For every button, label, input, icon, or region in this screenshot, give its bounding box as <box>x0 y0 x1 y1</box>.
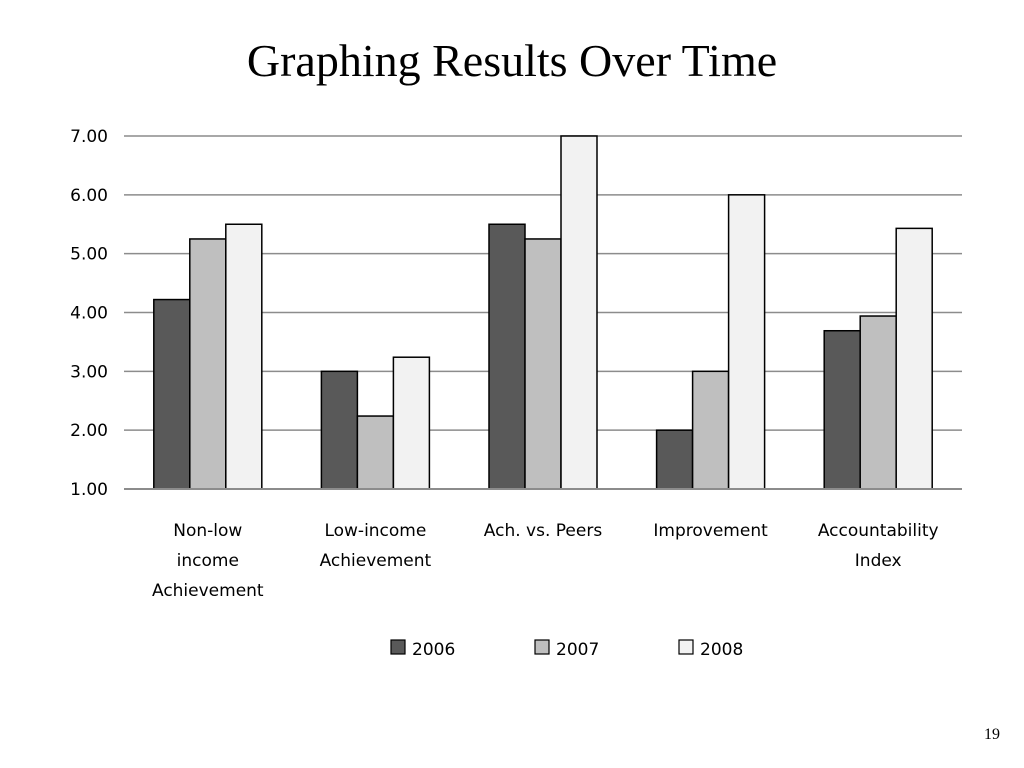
bar-2008 <box>895 227 933 490</box>
bar-2008 <box>560 135 598 490</box>
y-tick-label: 2.00 <box>70 421 108 441</box>
y-tick-label: 4.00 <box>70 304 108 324</box>
category-label: Ach. vs. Peers <box>484 521 603 541</box>
legend-label: 2007 <box>556 640 599 660</box>
category-label: Achievement <box>152 581 264 601</box>
bar-2007 <box>859 315 897 490</box>
bar-2006 <box>488 223 526 490</box>
legend-swatch <box>678 639 694 655</box>
bar-2006 <box>823 329 861 490</box>
y-tick-label: 7.00 <box>70 127 108 147</box>
bar-2006 <box>655 429 694 490</box>
legend: 2006 2007 2008 <box>390 639 743 660</box>
category-label: income <box>177 551 239 571</box>
y-tick-label: 1.00 <box>70 480 108 500</box>
y-axis-ticks: 1.00 2.00 3.00 4.00 5.00 6.00 7.00 <box>70 127 108 500</box>
legend-item-2008: 2008 <box>678 639 743 660</box>
category-label: Improvement <box>653 521 768 541</box>
category-label: Index <box>855 551 902 571</box>
legend-swatch <box>534 639 550 655</box>
legend-item-2006: 2006 <box>390 639 455 660</box>
legend-label: 2008 <box>700 640 743 660</box>
bar-2007 <box>691 370 730 490</box>
category-labels: Non-low income Achievement Low-income Achiev… <box>152 521 939 601</box>
y-tick-label: 6.00 <box>70 186 108 206</box>
bar-2008 <box>392 356 431 490</box>
y-tick-label: 3.00 <box>70 362 108 382</box>
bar-2008 <box>727 194 766 490</box>
page-number: 19 <box>984 726 1000 743</box>
bar-2008 <box>225 223 263 490</box>
slide-title: Graphing Results Over Time <box>246 35 778 86</box>
legend-label: 2006 <box>412 640 455 660</box>
category-label: Accountability <box>818 521 939 541</box>
category-label: Non-low <box>173 521 242 541</box>
category-label: Achievement <box>320 551 432 571</box>
bar-2007 <box>524 238 562 490</box>
y-tick-label: 5.00 <box>70 245 108 265</box>
bar-2006 <box>153 298 191 490</box>
bar-2007 <box>189 238 227 490</box>
bar-2007 <box>356 415 395 490</box>
legend-item-2007: 2007 <box>534 639 599 660</box>
bar-2006 <box>320 370 359 490</box>
legend-swatch <box>390 639 406 655</box>
category-label: Low-income <box>324 521 426 541</box>
